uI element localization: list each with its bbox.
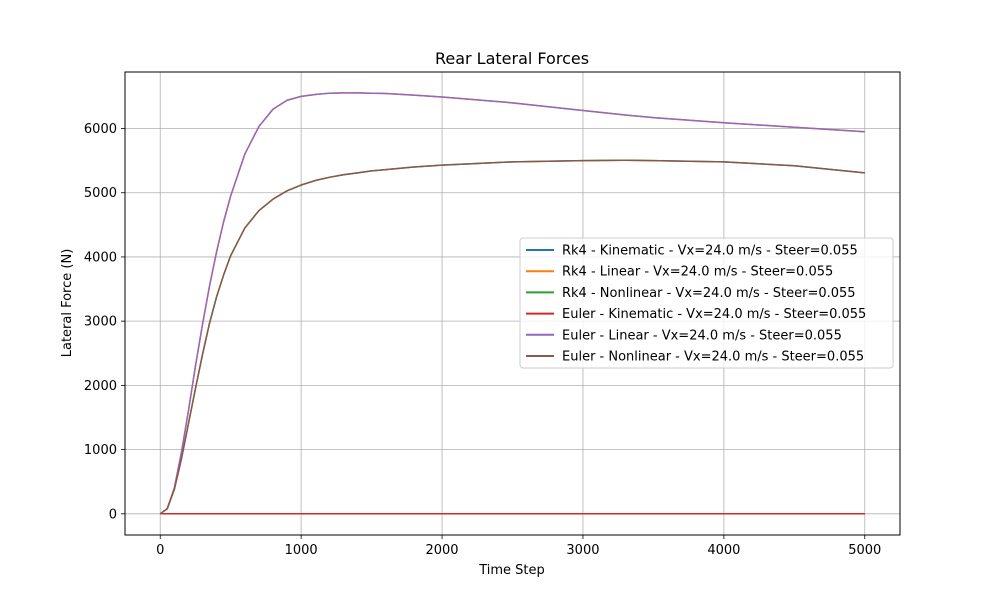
- legend-label: Rk4 - Nonlinear - Vx=24.0 m/s - Steer=0.…: [562, 286, 856, 301]
- x-tick-label: 3000: [566, 543, 599, 558]
- legend-label: Rk4 - Kinematic - Vx=24.0 m/s - Steer=0.…: [562, 244, 858, 259]
- legend-box: [519, 237, 894, 369]
- y-tick-label: 3000: [84, 315, 117, 330]
- x-tick-label: 2000: [425, 543, 458, 558]
- y-tick-label: 6000: [84, 122, 117, 137]
- x-tick-label: 0: [156, 543, 164, 558]
- legend-label: Euler - Nonlinear - Vx=24.0 m/s - Steer=…: [562, 350, 864, 365]
- plot-lines: [159, 92, 865, 515]
- y-tick-label: 2000: [84, 379, 117, 394]
- y-tick-label: 5000: [84, 186, 117, 201]
- x-tick-label: 4000: [707, 543, 740, 558]
- y-tick-label: 4000: [84, 250, 117, 265]
- legend-label: Euler - Kinematic - Vx=24.0 m/s - Steer=…: [562, 307, 866, 322]
- series-line-5: [159, 92, 865, 515]
- series-line-6: [159, 159, 865, 515]
- x-tick-label: 5000: [848, 543, 881, 558]
- y-tick-label: 1000: [84, 443, 117, 458]
- legend: Rk4 - Kinematic - Vx=24.0 m/s - Steer=0.…: [519, 237, 894, 369]
- y-ticks: 0 1000 2000 3000 4000 5000 6000: [84, 122, 125, 522]
- x-tick-label: 1000: [285, 543, 318, 558]
- plot-frame: [124, 71, 901, 536]
- legend-label: Rk4 - Linear - Vx=24.0 m/s - Steer=0.055: [562, 265, 833, 280]
- y-tick-label: 0: [109, 507, 117, 522]
- legend-label: Euler - Linear - Vx=24.0 m/s - Steer=0.0…: [562, 328, 842, 343]
- chart-title: Rear Lateral Forces: [435, 49, 589, 68]
- x-axis-label: Time Step: [478, 563, 545, 578]
- y-axis-label: Lateral Force (N): [60, 249, 75, 358]
- x-ticks: 0 1000 2000 3000 4000 5000: [156, 535, 881, 558]
